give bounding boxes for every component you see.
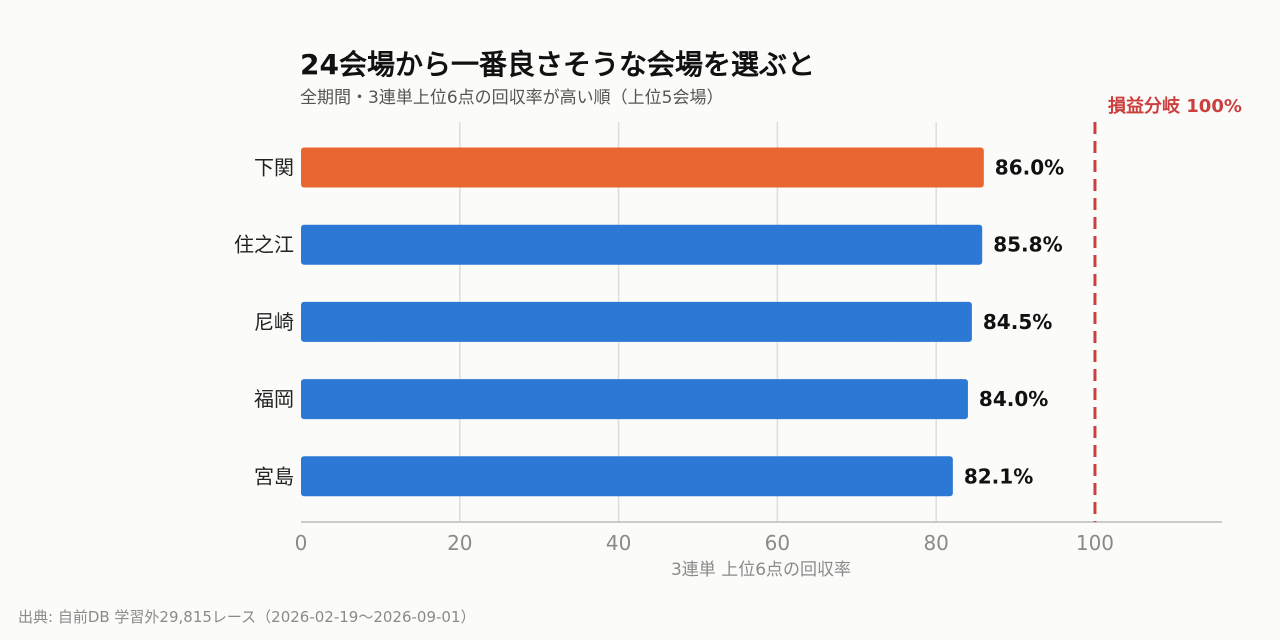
x-tick-label: 20 [447,531,472,555]
x-tick-label: 80 [923,531,948,555]
value-label: 85.8% [993,233,1062,257]
category-label: 下関 [254,156,294,180]
value-label: 82.1% [964,464,1033,488]
x-tick-label: 60 [765,531,790,555]
bars [301,147,984,497]
bar-2 [301,224,983,265]
category-label: 福岡 [254,387,294,411]
bar-4 [301,379,968,420]
category-label: 住之江 [234,233,294,257]
x-tick-label: 0 [295,531,308,555]
bar-labels: 下関 86.0% 住之江 85.8% 尼崎 84.5% 福岡 84.0% 宮島 82.1% [234,156,1064,489]
category-label: 尼崎 [254,310,294,334]
x-axis-ticks: 0 20 40 60 80 100 [295,531,1114,555]
source-note: 出典: 自前DB 学習外29,815レース（2026-02-19〜2026-09… [18,608,476,626]
bar-1 [301,147,984,188]
bar-3 [301,301,972,342]
value-label: 86.0% [995,156,1064,180]
value-label: 84.5% [983,310,1052,334]
chart-title: 24会場から一番良さそうな会場を選ぶと [300,48,815,81]
bar-5 [301,456,953,497]
x-axis-title: 3連単 上位6点の回収率 [671,560,851,580]
value-label: 84.0% [979,387,1048,411]
category-label: 宮島 [254,464,294,488]
chart-subtitle: 全期間・3連単上位6点の回収率が高い順（上位5会場） [300,88,723,108]
x-tick-label: 40 [606,531,631,555]
x-tick-label: 100 [1076,531,1114,555]
breakeven-label: 損益分岐 100% [1108,95,1242,117]
